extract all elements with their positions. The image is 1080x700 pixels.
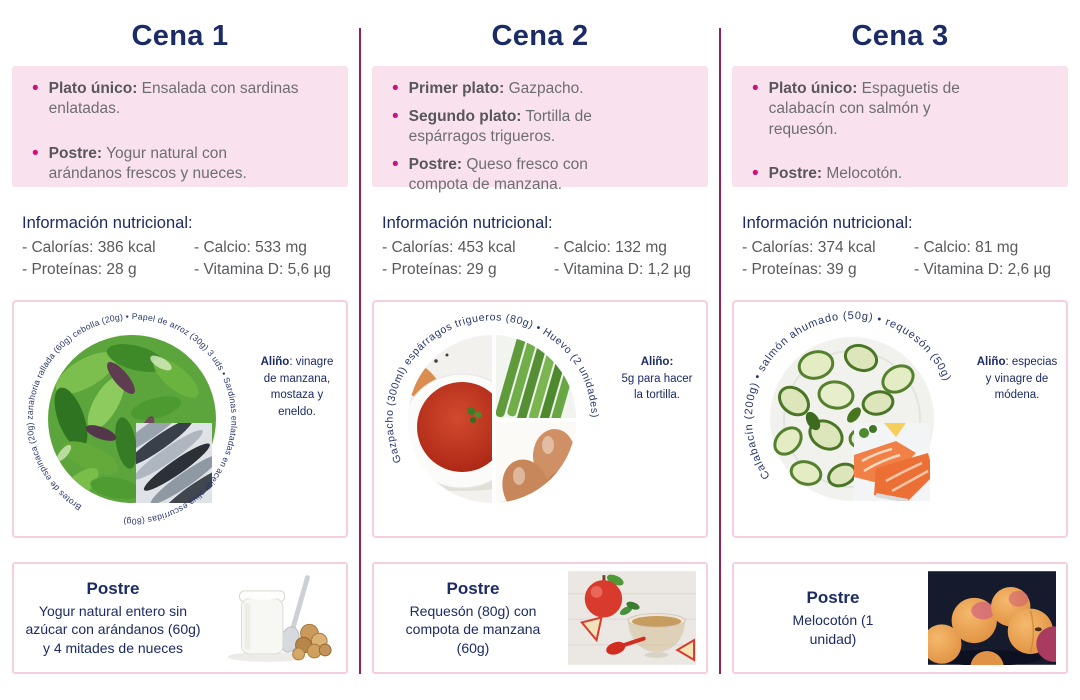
dish-text: Queso fresco con compota de manzana. [408, 155, 588, 194]
zucchini-slices [773, 343, 915, 488]
dish-text: Melocotón. [822, 165, 903, 183]
apricots-photo [928, 571, 1056, 665]
dressing-label: Aliño [260, 356, 290, 368]
dressing-text: : especias y vinagre de módena. [985, 356, 1058, 402]
menu-item: Plato único: Ensalada con sardinas enlat… [32, 79, 344, 120]
menu-box: Primer plato: Gazpacho. Segundo plato: T… [372, 66, 708, 193]
nutrition-calories: - Calorías: 374 kcal [742, 239, 876, 256]
nutrition-vitamin-d: - Vitamina D: 5,6 µg [194, 261, 332, 278]
dressing-text: 5g para hacer la tortilla. [621, 372, 693, 402]
dish-label: Plato único: [48, 80, 138, 97]
yogurt-walnuts-photo [208, 571, 336, 665]
dish-label: Postre: [408, 155, 463, 173]
column-title: Cena 1 [131, 20, 229, 52]
eggs-photo [495, 422, 576, 503]
nutrition-calcium: - Calcio: 132 mg [554, 239, 667, 256]
spoon-icon [279, 575, 310, 653]
dish-text: Espaguetis de calabacín con salmón y req… [768, 80, 960, 138]
dish-text: Tortilla de espárragos trigueros. [408, 107, 592, 146]
column-cena-2: Cena 2 Primer plato: Gazpacho. Segundo p… [360, 0, 720, 674]
column-cena-3: Cena 3 Plato único: Espaguetis de calaba… [720, 0, 1080, 674]
compote-glass-bowl-icon [627, 613, 686, 658]
three-dinner-columns: Cena 1 Plato único: Ensalada con sardina… [0, 0, 1080, 674]
dish-label: Postre: [768, 165, 823, 183]
gazpacho-asparagus-eggs-photo: Gazpacho (300ml) espárragos trigueros (8… [384, 311, 600, 503]
dish-label: Postre: [48, 144, 103, 162]
dessert-description: Requesón (80g) con compota de manzana (6… [405, 603, 541, 656]
nutrition-protein: - Proteínas: 28 g [22, 261, 137, 278]
dessert-title: Postre [86, 579, 140, 599]
nutrition-grid: - Calorías: 453 kcal - Calcio: 132 mg - … [382, 237, 708, 281]
menu-item: Postre: Yogur natural con arándanos fres… [32, 144, 344, 185]
dressing-label: Aliño [976, 356, 1006, 368]
column-cena-1: Cena 1 Plato único: Ensalada con sardina… [0, 0, 360, 674]
dressing-text: : vinagre de manzana, mostaza y eneldo. [263, 356, 334, 419]
plate-photo-box: Brotes de espinaca (20g) zanahoria ralla… [12, 300, 348, 538]
plate-photo-box: Gazpacho (300ml) espárragos trigueros (8… [372, 300, 708, 538]
menu-item: Postre: Melocotón. [752, 164, 1064, 185]
menu-item: Plato único: Espaguetis de calabacín con… [752, 79, 1064, 140]
salad-sardines-photo: Brotes de espinaca (20g) zanahoria ralla… [25, 311, 240, 526]
dressing-note: Aliño: vinagre de manzana, mostaza y ene… [248, 354, 346, 421]
dessert-text: Postre Yogur natural entero sin azúcar c… [18, 579, 208, 657]
dessert-title: Postre [446, 579, 500, 599]
dessert-box: Postre Yogur natural entero sin azúcar c… [12, 562, 348, 674]
salmon-inset-photo [854, 423, 930, 501]
menu-item: Segundo plato: Tortilla de espárragos tr… [392, 107, 704, 148]
dressing-note: Aliño: 5g para hacer la tortilla. [608, 354, 706, 404]
nutrition-section: Información nutricional: - Calorías: 374… [732, 214, 1068, 281]
dessert-box: Postre Melocotón (1 unidad) [732, 562, 1068, 674]
dish-text: Ensalada con sardinas enlatadas. [48, 80, 299, 118]
red-spoon-icon [606, 636, 646, 655]
dish-text: Yogur natural con arándanos frescos y nu… [48, 144, 247, 183]
dressing-note: Aliño: especias y vinagre de módena. [968, 354, 1066, 404]
zucchini-salmon-photo: Calabacín (200g) • salmón ahumado (50g) … [743, 310, 952, 503]
dessert-text: Postre Melocotón (1 unidad) [738, 588, 928, 647]
column-divider [359, 28, 361, 674]
menu-item: Postre: Queso fresco con compota de manz… [392, 155, 704, 196]
nutrition-header: Información nutricional: [742, 214, 913, 232]
column-divider [719, 28, 721, 674]
nutrition-header: Información nutricional: [22, 214, 193, 232]
menu-item: Primer plato: Gazpacho. [392, 79, 704, 100]
nutrition-section: Información nutricional: - Calorías: 453… [372, 214, 708, 281]
nutrition-grid: - Calorías: 374 kcal - Calcio: 81 mg - P… [742, 237, 1068, 281]
nutrition-calories: - Calorías: 386 kcal [22, 239, 156, 256]
nutrition-section: Información nutricional: - Calorías: 386… [12, 214, 348, 281]
nutrition-calcium: - Calcio: 533 mg [194, 239, 307, 256]
nutrition-vitamin-d: - Vitamina D: 1,2 µg [554, 261, 692, 278]
dessert-text: Postre Requesón (80g) con compota de man… [378, 579, 568, 657]
dish-label: Plato único: [768, 80, 858, 97]
menu-box: Plato único: Ensalada con sardinas enlat… [12, 66, 348, 187]
dish-label: Primer plato: [408, 80, 505, 97]
dessert-description: Yogur natural entero sin azúcar con arán… [25, 603, 201, 656]
nutrition-protein: - Proteínas: 39 g [742, 261, 857, 278]
plate-illustration: Gazpacho (300ml) espárragos trigueros (8… [376, 303, 608, 535]
plate-illustration: Brotes de espinaca (20g) zanahoria ralla… [16, 303, 248, 535]
dessert-box: Postre Requesón (80g) con compota de man… [372, 562, 708, 674]
apple-compote-photo [568, 571, 696, 665]
dessert-description: Melocotón (1 unidad) [792, 612, 874, 647]
dressing-label: Aliño: [640, 356, 674, 368]
walnuts-icon [292, 623, 332, 661]
dish-text: Gazpacho. [504, 80, 584, 97]
apple-icon [584, 574, 624, 618]
plate-photo-box: Calabacín (200g) • salmón ahumado (50g) … [732, 300, 1068, 538]
nutrition-grid: - Calorías: 386 kcal - Calcio: 533 mg - … [22, 237, 348, 281]
nutrition-vitamin-d: - Vitamina D: 2,6 µg [914, 261, 1052, 278]
menu-box: Plato único: Espaguetis de calabacín con… [732, 66, 1068, 187]
sardines-inset-photo [136, 423, 212, 503]
column-title: Cena 2 [491, 20, 589, 52]
nutrition-protein: - Proteínas: 29 g [382, 261, 497, 278]
dish-label: Segundo plato: [408, 107, 522, 125]
column-title: Cena 3 [851, 20, 949, 52]
nutrition-calcium: - Calcio: 81 mg [914, 239, 1019, 256]
nutrition-calories: - Calorías: 453 kcal [382, 239, 516, 256]
nutrition-header: Información nutricional: [382, 214, 553, 232]
plate-illustration: Calabacín (200g) • salmón ahumado (50g) … [736, 303, 968, 535]
dessert-title: Postre [806, 588, 860, 608]
